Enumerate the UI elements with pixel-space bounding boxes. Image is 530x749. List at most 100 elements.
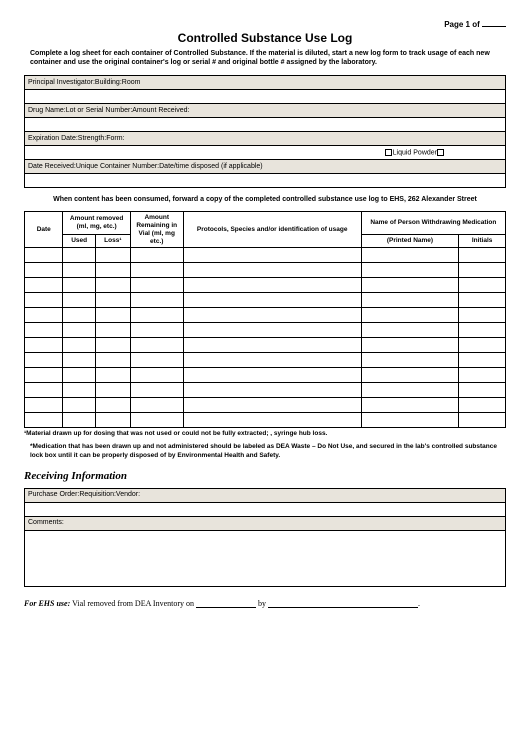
table-cell[interactable]: [95, 398, 130, 413]
table-cell[interactable]: [183, 338, 361, 353]
table-cell[interactable]: [361, 413, 459, 428]
table-cell[interactable]: [25, 413, 63, 428]
table-cell[interactable]: [63, 398, 95, 413]
table-cell[interactable]: [63, 368, 95, 383]
table-cell[interactable]: [95, 383, 130, 398]
ehs-by-blank[interactable]: [268, 607, 418, 608]
table-cell[interactable]: [95, 413, 130, 428]
table-cell[interactable]: [130, 353, 183, 368]
table-cell[interactable]: [130, 263, 183, 278]
table-cell[interactable]: [130, 278, 183, 293]
page-total-blank[interactable]: [482, 26, 506, 27]
powder-checkbox[interactable]: [437, 149, 444, 156]
comments-value[interactable]: [25, 531, 506, 587]
table-cell[interactable]: [361, 398, 459, 413]
table-cell[interactable]: [183, 323, 361, 338]
table-cell[interactable]: [25, 398, 63, 413]
table-cell[interactable]: [361, 383, 459, 398]
table-cell[interactable]: [459, 353, 506, 368]
table-cell[interactable]: [459, 323, 506, 338]
table-cell[interactable]: [183, 263, 361, 278]
table-cell[interactable]: [95, 353, 130, 368]
table-cell[interactable]: [63, 293, 95, 308]
table-cell[interactable]: [459, 413, 506, 428]
table-cell[interactable]: [183, 383, 361, 398]
table-cell[interactable]: [63, 353, 95, 368]
page-number-label: Page 1 of: [444, 20, 480, 29]
table-cell[interactable]: [63, 263, 95, 278]
table-cell[interactable]: [130, 413, 183, 428]
table-cell[interactable]: [361, 293, 459, 308]
table-cell[interactable]: [95, 248, 130, 263]
table-cell[interactable]: [95, 278, 130, 293]
table-cell[interactable]: [63, 308, 95, 323]
table-cell[interactable]: [25, 248, 63, 263]
table-cell[interactable]: [25, 293, 63, 308]
table-cell[interactable]: [361, 278, 459, 293]
table-cell[interactable]: [25, 338, 63, 353]
table-cell[interactable]: [130, 398, 183, 413]
table-cell[interactable]: [130, 368, 183, 383]
table-cell[interactable]: [95, 338, 130, 353]
table-cell[interactable]: [130, 338, 183, 353]
table-cell[interactable]: [25, 368, 63, 383]
table-cell[interactable]: [183, 413, 361, 428]
table-cell[interactable]: [95, 263, 130, 278]
table-cell[interactable]: [183, 248, 361, 263]
table-cell[interactable]: [95, 308, 130, 323]
recv-row1-value[interactable]: [25, 503, 506, 517]
table-row: [25, 248, 506, 263]
table-cell[interactable]: [459, 278, 506, 293]
info-row1-value[interactable]: [25, 90, 506, 104]
table-cell[interactable]: [25, 263, 63, 278]
table-cell[interactable]: [459, 293, 506, 308]
info-row2-value[interactable]: [25, 118, 506, 132]
table-cell[interactable]: [361, 308, 459, 323]
table-cell[interactable]: [459, 338, 506, 353]
table-cell[interactable]: [459, 263, 506, 278]
info-row4-value[interactable]: [25, 174, 506, 188]
table-cell[interactable]: [459, 248, 506, 263]
table-cell[interactable]: [361, 248, 459, 263]
table-row: [25, 323, 506, 338]
table-cell[interactable]: [130, 293, 183, 308]
table-cell[interactable]: [459, 383, 506, 398]
table-cell[interactable]: [130, 383, 183, 398]
table-cell[interactable]: [183, 278, 361, 293]
liquid-checkbox[interactable]: [385, 149, 392, 156]
table-cell[interactable]: [183, 398, 361, 413]
col-loss: Loss¹: [95, 234, 130, 248]
comments-label: Comments:: [25, 517, 506, 531]
ehs-date-blank[interactable]: [196, 607, 256, 608]
table-cell[interactable]: [361, 323, 459, 338]
table-cell[interactable]: [25, 278, 63, 293]
table-cell[interactable]: [183, 368, 361, 383]
table-row: [25, 338, 506, 353]
table-cell[interactable]: [361, 353, 459, 368]
table-cell[interactable]: [130, 323, 183, 338]
table-cell[interactable]: [63, 278, 95, 293]
table-cell[interactable]: [63, 413, 95, 428]
table-cell[interactable]: [25, 308, 63, 323]
table-cell[interactable]: [183, 353, 361, 368]
table-cell[interactable]: [25, 323, 63, 338]
table-cell[interactable]: [459, 398, 506, 413]
table-cell[interactable]: [130, 308, 183, 323]
table-cell[interactable]: [63, 338, 95, 353]
table-cell[interactable]: [25, 383, 63, 398]
table-cell[interactable]: [183, 308, 361, 323]
table-cell[interactable]: [459, 308, 506, 323]
table-cell[interactable]: [25, 353, 63, 368]
table-cell[interactable]: [95, 293, 130, 308]
table-cell[interactable]: [95, 368, 130, 383]
table-cell[interactable]: [459, 368, 506, 383]
table-cell[interactable]: [63, 323, 95, 338]
table-cell[interactable]: [183, 293, 361, 308]
table-cell[interactable]: [130, 248, 183, 263]
table-cell[interactable]: [63, 248, 95, 263]
table-cell[interactable]: [63, 383, 95, 398]
table-cell[interactable]: [361, 368, 459, 383]
table-cell[interactable]: [361, 338, 459, 353]
table-cell[interactable]: [95, 323, 130, 338]
table-cell[interactable]: [361, 263, 459, 278]
